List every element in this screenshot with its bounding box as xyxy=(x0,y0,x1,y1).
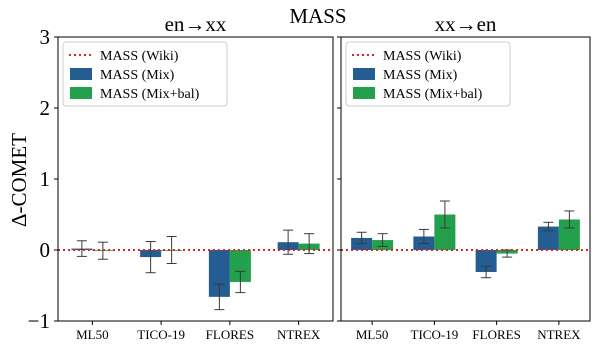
legend-marker-mass-mix-bal xyxy=(70,87,92,99)
y-axis-label: Δ-COMET xyxy=(7,133,31,227)
legend-marker-mass-mix-bal xyxy=(353,87,375,99)
y-tick-label: 3 xyxy=(40,25,51,49)
y-tick-label: 1 xyxy=(40,167,51,191)
y-tick-label: 2 xyxy=(40,96,51,120)
bar-mass-mix-bal-ntrex xyxy=(558,219,580,250)
bar-mass-mix-flores xyxy=(475,250,497,273)
legend-marker-mass-mix xyxy=(70,68,92,80)
legend-label: MASS (Mix+bal) xyxy=(100,87,200,102)
legend-box xyxy=(62,41,228,107)
x-tick-label: TICO-19 xyxy=(137,327,185,342)
legend-label: MASS (Wiki) xyxy=(383,49,462,64)
bar-mass-mix-bal-flores xyxy=(229,250,251,282)
x-tick-label: NTREX xyxy=(277,327,321,342)
y-tick-label: −1 xyxy=(28,309,50,333)
legend-label: MASS (Mix) xyxy=(383,68,458,83)
x-tick-label: ML50 xyxy=(76,327,109,342)
x-tick-label: FLORES xyxy=(472,327,520,342)
x-tick-label: TICO-19 xyxy=(411,327,459,342)
legend-label: MASS (Wiki) xyxy=(100,49,179,64)
legend-box xyxy=(345,41,511,107)
chart-panels: ML50 TICO-19 FLORES NTREX −1 0 1 2 3 en→xx MASS (W… xyxy=(28,12,591,342)
x-tick-label: FLORES xyxy=(206,327,254,342)
y-tick-label: 0 xyxy=(40,238,51,262)
x-tick-label: ML50 xyxy=(356,327,389,342)
legend-marker-mass-mix xyxy=(353,68,375,80)
bar-mass-mix-ntrex xyxy=(537,226,559,250)
panel-1: ML50 TICO-19 FLORES NTREX −1 0 1 2 3 en→xx MASS (W… xyxy=(28,12,334,342)
panel-title: en→xx xyxy=(165,12,227,36)
bar-mass-mix-bal-tico-19 xyxy=(434,214,456,250)
panel-2: ML50 TICO-19 FLORES NTREX xx→en MASS (Wiki) MA… xyxy=(337,12,591,342)
x-tick-label: NTREX xyxy=(537,327,581,342)
panel-title: xx→en xyxy=(435,12,497,36)
bar-mass-mix-flores xyxy=(208,250,230,297)
legend-label: MASS (Mix+bal) xyxy=(383,87,483,102)
legend-label: MASS (Mix) xyxy=(100,68,175,83)
chart-title: MASS xyxy=(289,4,346,28)
